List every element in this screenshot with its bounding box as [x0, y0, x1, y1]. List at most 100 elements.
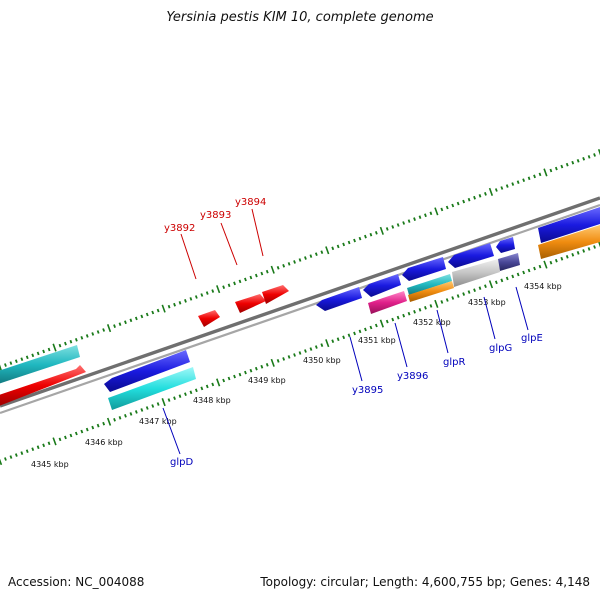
reverse-features	[104, 225, 600, 410]
leader-line	[436, 309, 449, 354]
minor-tick	[413, 217, 416, 222]
minor-tick	[391, 225, 395, 229]
minor-tick	[20, 451, 24, 456]
minor-tick	[260, 271, 264, 276]
backbone-inner	[0, 203, 600, 415]
minor-tick	[178, 301, 182, 305]
major-tick	[216, 285, 221, 294]
gene-label-y3895: y3895	[352, 385, 383, 396]
minor-tick	[287, 262, 291, 266]
minor-tick	[500, 278, 504, 283]
minor-tick	[533, 174, 536, 179]
minor-tick	[42, 443, 46, 448]
minor-tick	[91, 425, 95, 430]
minor-tick	[565, 162, 569, 167]
minor-tick	[527, 176, 531, 181]
minor-tick	[194, 388, 198, 393]
minor-tick	[64, 435, 67, 440]
major-tick	[106, 417, 112, 426]
minor-tick	[571, 160, 575, 165]
gene-label-y3892: y3892	[164, 223, 195, 234]
minor-tick	[156, 308, 160, 313]
minor-tick	[298, 258, 302, 262]
minor-tick	[134, 316, 138, 321]
minor-tick	[429, 304, 433, 308]
gene-label-glpE: glpE	[521, 333, 543, 344]
minor-tick	[85, 427, 89, 432]
minor-tick	[587, 155, 591, 159]
minor-tick	[331, 246, 335, 251]
leader-line	[515, 286, 529, 331]
minor-tick	[374, 230, 378, 235]
gene-label-glpD: glpD	[170, 457, 193, 468]
minor-tick	[582, 249, 586, 253]
minor-tick	[254, 273, 258, 278]
minor-tick	[342, 242, 346, 247]
minor-tick	[244, 277, 247, 282]
minor-tick	[9, 361, 13, 365]
gene-arrow	[104, 350, 190, 392]
minor-tick	[238, 279, 242, 284]
minor-tick	[407, 311, 411, 316]
minor-tick	[369, 232, 373, 237]
minor-tick	[473, 195, 476, 200]
minor-tick	[413, 309, 416, 314]
major-tick	[597, 148, 600, 156]
minor-tick	[102, 328, 106, 332]
minor-tick	[124, 413, 127, 418]
leader-line	[251, 208, 264, 257]
major-tick	[597, 240, 600, 248]
minor-tick	[227, 376, 231, 381]
minor-tick	[9, 455, 13, 459]
major-tick	[488, 187, 494, 196]
minor-tick	[304, 349, 307, 353]
minor-tick	[364, 327, 367, 332]
gene-label-glpG: glpG	[489, 343, 512, 354]
minor-tick	[58, 343, 62, 348]
minor-tick	[222, 378, 226, 383]
leader-line	[349, 336, 363, 382]
minor-tick	[565, 254, 569, 259]
minor-tick	[391, 317, 395, 322]
minor-tick	[58, 437, 62, 442]
gene-arrow	[498, 253, 520, 271]
major-tick	[488, 280, 494, 289]
minor-tick	[113, 417, 116, 422]
gene-arrow	[402, 257, 446, 281]
outer-tick-ring	[0, 148, 600, 372]
gene-arrow	[407, 274, 452, 295]
minor-tick	[85, 334, 89, 338]
minor-tick	[554, 166, 558, 171]
minor-tick	[527, 268, 531, 273]
scale-label: 4349 kbp	[248, 376, 286, 385]
gene-arrow	[198, 310, 220, 327]
major-tick	[325, 339, 330, 348]
minor-tick	[118, 322, 122, 326]
minor-tick	[309, 254, 313, 258]
minor-tick	[440, 300, 444, 304]
minor-tick	[42, 349, 46, 354]
major-tick	[52, 437, 57, 446]
minor-tick	[74, 337, 78, 342]
minor-tick	[184, 392, 187, 397]
minor-tick	[173, 302, 176, 307]
gene-arrow	[448, 243, 494, 268]
minor-tick	[36, 351, 40, 356]
minor-tick	[418, 215, 422, 219]
minor-tick	[456, 201, 460, 206]
minor-tick	[96, 330, 100, 334]
minor-tick	[69, 433, 73, 438]
minor-tick	[571, 252, 575, 257]
major-tick	[270, 358, 275, 367]
minor-tick	[429, 211, 433, 216]
minor-tick	[184, 298, 187, 303]
minor-tick	[222, 285, 226, 290]
minor-tick	[511, 274, 515, 279]
minor-tick	[576, 158, 580, 163]
map-title: Yersinia pestis KIM 10, complete genome	[166, 10, 434, 25]
minor-tick	[385, 319, 389, 324]
major-tick	[543, 260, 548, 269]
gene-label-y3893: y3893	[200, 210, 231, 221]
minor-tick	[227, 283, 231, 288]
